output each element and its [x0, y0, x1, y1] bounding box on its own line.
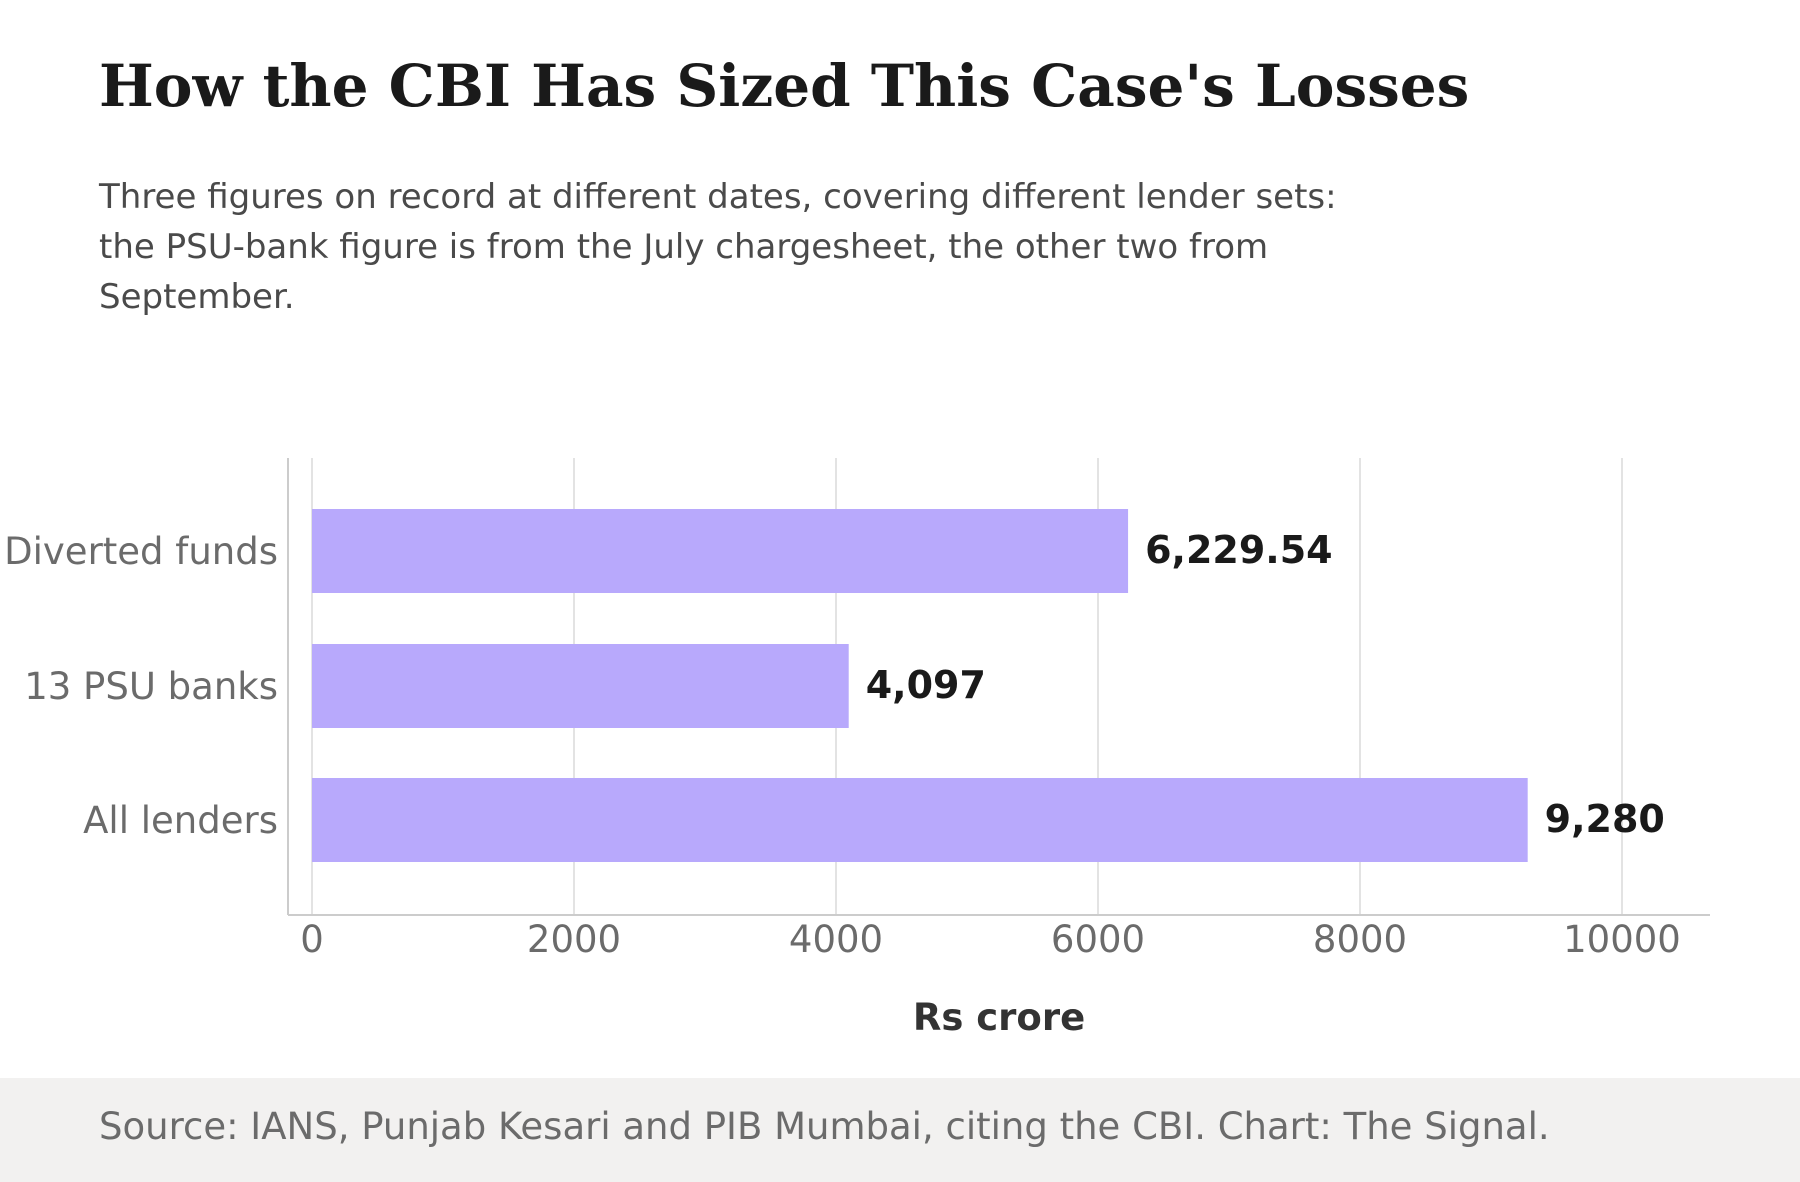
- category-label: All lenders: [83, 799, 278, 842]
- category-label: Diverted funds: [4, 530, 278, 573]
- source-footer: [0, 1078, 1800, 1182]
- x-tick-label: 8000: [1313, 918, 1407, 961]
- category-label: 13 PSU banks: [24, 665, 278, 708]
- bar-chart: Diverted funds 6,229.54 13 PSU banks 4,097 A…: [4, 458, 1710, 1039]
- x-axis-title: Rs crore: [913, 996, 1085, 1039]
- value-label: 4,097: [866, 663, 986, 707]
- chart-subtitle: Three figures on record at different dat…: [99, 177, 1337, 317]
- chart-title: How the CBI Has Sized This Case's Losses: [99, 52, 1470, 120]
- bar-all-lenders: [312, 778, 1528, 862]
- source-note: Source: IANS, Punjab Kesari and PIB Mumb…: [99, 1105, 1550, 1148]
- x-tick-label: 4000: [789, 918, 883, 961]
- x-tick-label: 10000: [1563, 918, 1681, 961]
- bar-diverted-funds: [312, 509, 1129, 593]
- value-label: 6,229.54: [1145, 528, 1333, 572]
- bar-13-psu-banks: [312, 644, 849, 728]
- x-tick-label: 0: [300, 918, 324, 961]
- x-tick-label: 2000: [527, 918, 621, 961]
- value-label: 9,280: [1545, 797, 1665, 841]
- x-tick-label: 6000: [1051, 918, 1145, 961]
